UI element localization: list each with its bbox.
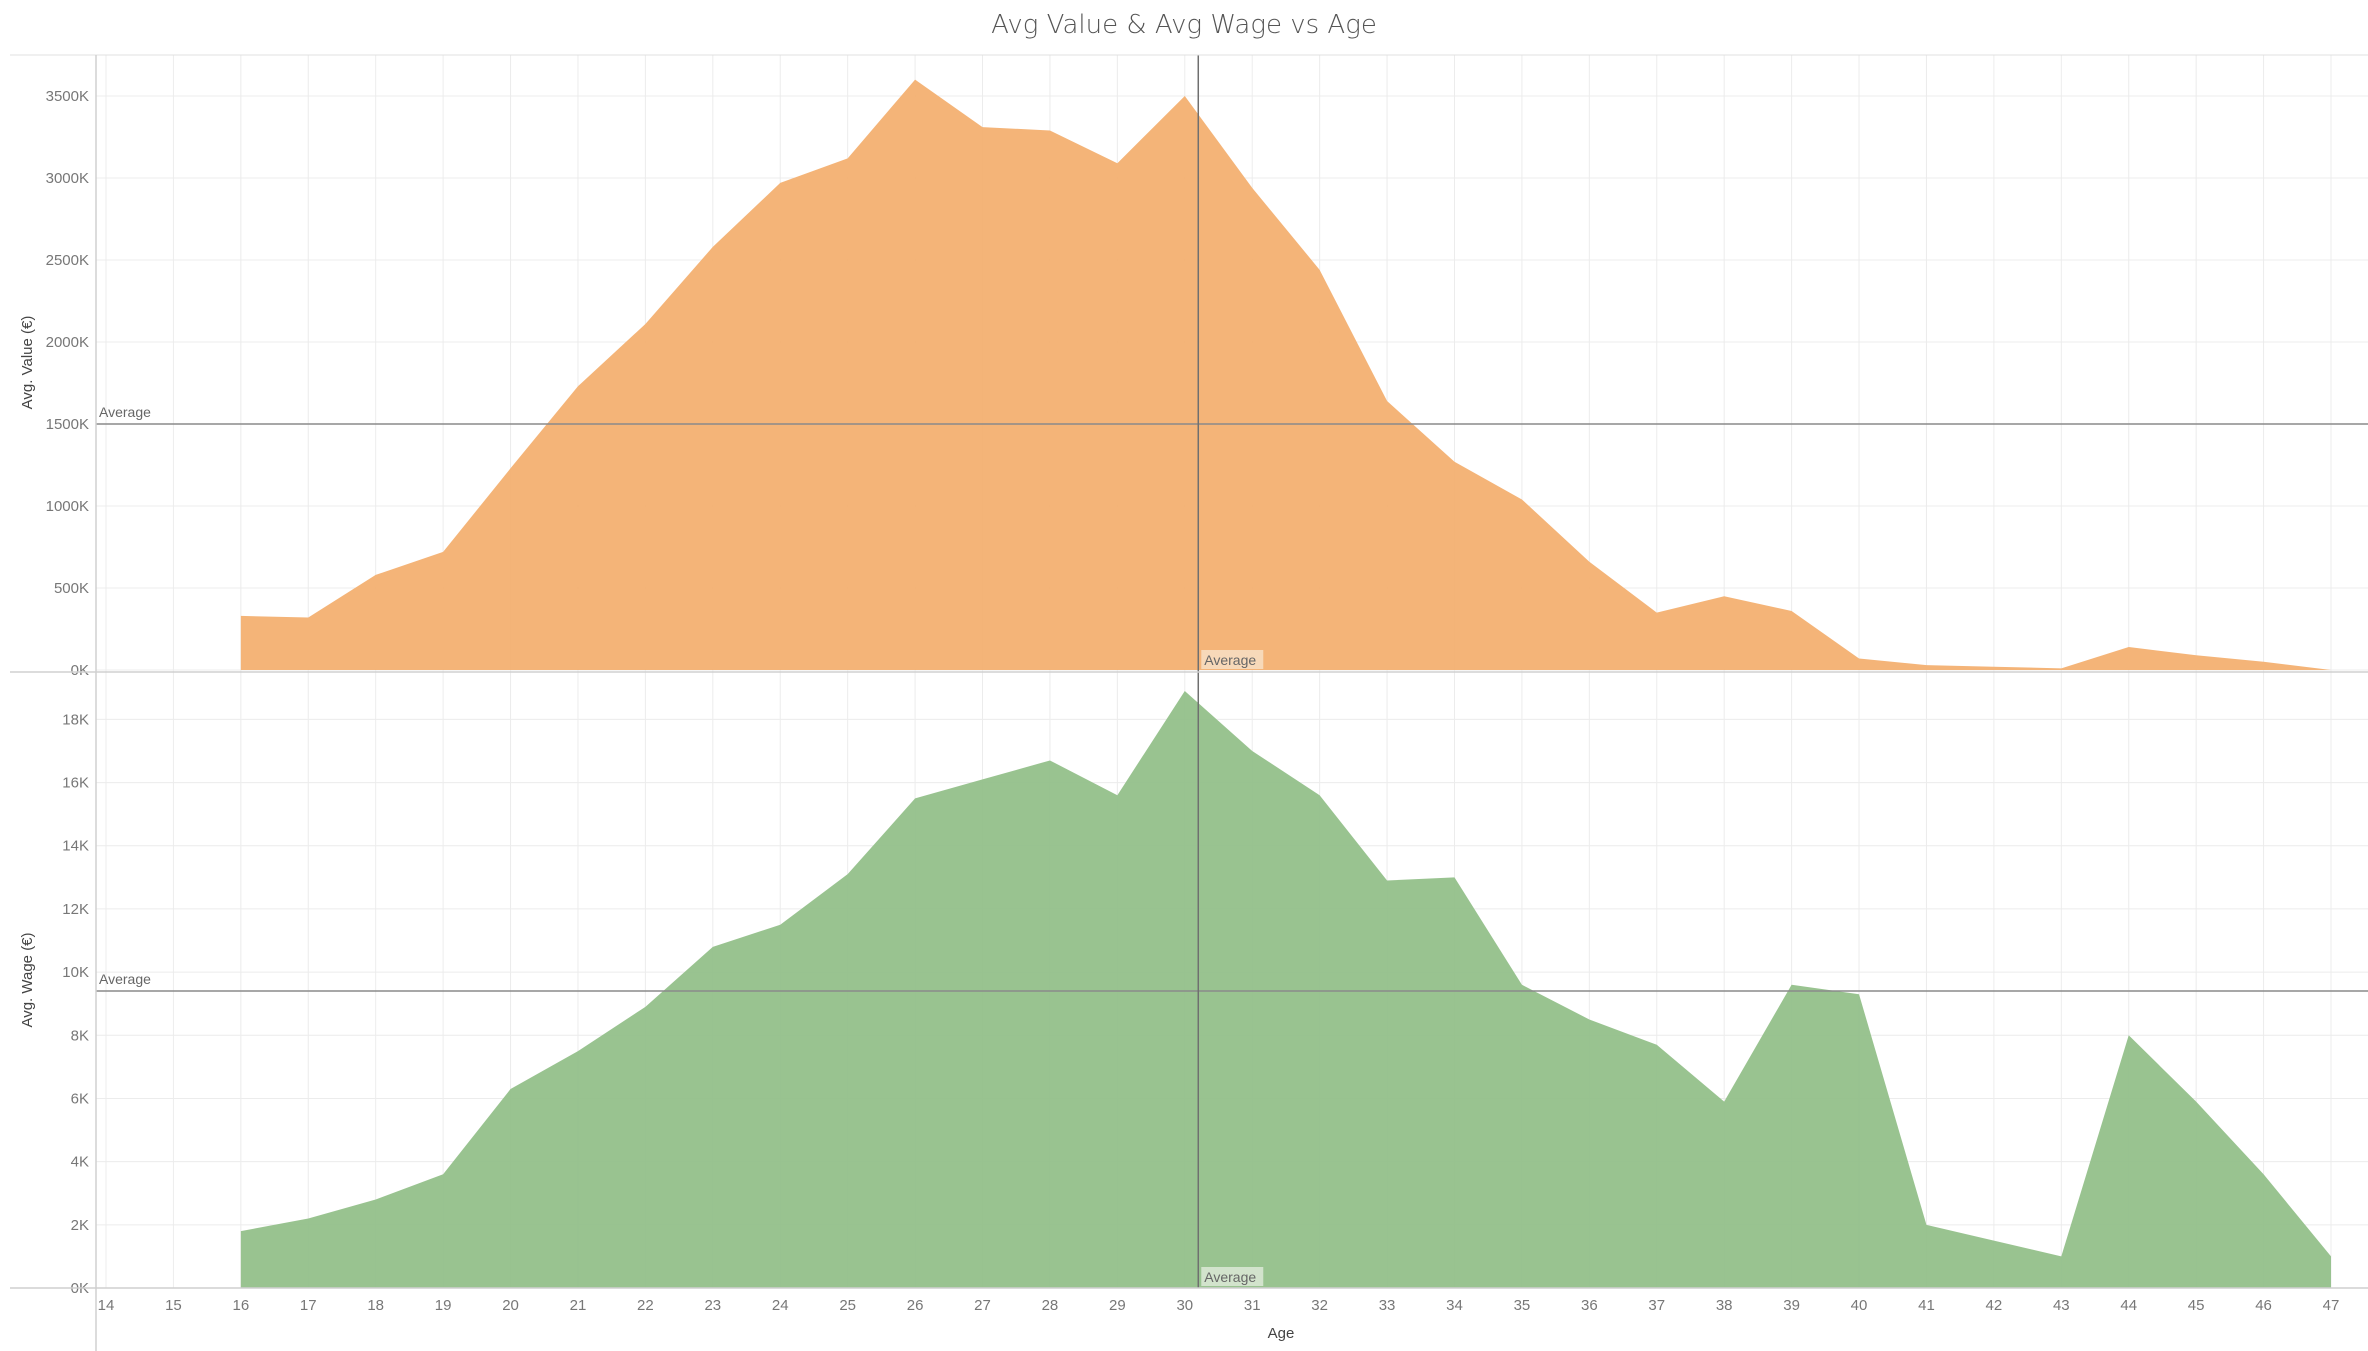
area-layer bbox=[240, 79, 2332, 1288]
x-tick-label: 16 bbox=[233, 1297, 250, 1314]
x-tick-label: 41 bbox=[1918, 1297, 1935, 1314]
x-axis-title: Age bbox=[1268, 1325, 1295, 1342]
chart-title: Avg Value & Avg Wage vs Age bbox=[991, 10, 1377, 40]
x-tick-label: 47 bbox=[2323, 1297, 2340, 1314]
x-tick-label: 35 bbox=[1514, 1297, 1531, 1314]
axes: 0K 500K 1000K 1500K 2000K 2500K 3000K 3500K Avg.… bbox=[10, 54, 2368, 1351]
y-tick-label: 10K bbox=[62, 964, 89, 981]
x-tick-label: 29 bbox=[1109, 1297, 1126, 1314]
y-tick-label: 1000K bbox=[46, 498, 89, 515]
y-tick-label: 8K bbox=[71, 1027, 89, 1044]
value-axis-title: Avg. Value (€) bbox=[19, 316, 36, 410]
x-tick-label: 27 bbox=[974, 1297, 991, 1314]
y-tick-label: 12K bbox=[62, 901, 89, 918]
x-tick-label: 25 bbox=[839, 1297, 856, 1314]
x-tick-label: 45 bbox=[2188, 1297, 2205, 1314]
y-tick-label: 500K bbox=[54, 580, 89, 597]
wage-average-label: Average bbox=[99, 971, 151, 987]
y-tick-label: 6K bbox=[71, 1090, 89, 1107]
x-tick-label: 36 bbox=[1581, 1297, 1598, 1314]
y-tick-label: 14K bbox=[62, 838, 89, 855]
x-tick-label: 38 bbox=[1716, 1297, 1733, 1314]
x-tick-label: 46 bbox=[2255, 1297, 2272, 1314]
y-tick-label: 2K bbox=[71, 1217, 89, 1234]
x-tick-label: 24 bbox=[772, 1297, 789, 1314]
age-average-label-bg bbox=[1201, 1267, 1264, 1286]
x-tick-label: 30 bbox=[1176, 1297, 1193, 1314]
x-tick-label: 19 bbox=[435, 1297, 452, 1314]
reference-lines: Average Average Average Average bbox=[96, 55, 2368, 1288]
y-tick-label: 1500K bbox=[46, 416, 89, 433]
y-tick-label: 16K bbox=[62, 775, 89, 792]
y-tick-label: 3500K bbox=[46, 88, 89, 105]
y-tick-label: 0K bbox=[71, 662, 89, 679]
x-tick-label: 23 bbox=[704, 1297, 721, 1314]
x-tick-label: 31 bbox=[1244, 1297, 1261, 1314]
x-tick-label: 26 bbox=[907, 1297, 924, 1314]
x-tick-label: 18 bbox=[367, 1297, 384, 1314]
x-tick-label: 17 bbox=[300, 1297, 317, 1314]
wage-area bbox=[240, 690, 2332, 1288]
wage-axis-title: Avg. Wage (€) bbox=[19, 932, 36, 1027]
age-average-label: Average bbox=[1204, 1269, 1256, 1285]
age-average-label-bg bbox=[1201, 650, 1264, 669]
value-average-label: Average bbox=[99, 404, 151, 420]
x-tick-label: 32 bbox=[1311, 1297, 1328, 1314]
age-average-label: Average bbox=[1204, 652, 1256, 668]
value-area bbox=[240, 79, 2332, 671]
x-tick-label: 44 bbox=[2120, 1297, 2137, 1314]
x-tick-label: 20 bbox=[502, 1297, 519, 1314]
y-tick-label: 4K bbox=[71, 1154, 89, 1171]
x-tick-label: 28 bbox=[1042, 1297, 1059, 1314]
y-tick-label: 2500K bbox=[46, 252, 89, 269]
x-tick-label: 34 bbox=[1446, 1297, 1463, 1314]
x-tick-label: 40 bbox=[1851, 1297, 1868, 1314]
x-tick-label: 22 bbox=[637, 1297, 654, 1314]
y-tick-label: 3000K bbox=[46, 170, 89, 187]
y-tick-label: 2000K bbox=[46, 334, 89, 351]
x-tick-label: 37 bbox=[1648, 1297, 1665, 1314]
x-tick-label: 33 bbox=[1379, 1297, 1396, 1314]
x-tick-label: 39 bbox=[1783, 1297, 1800, 1314]
x-tick-label: 43 bbox=[2053, 1297, 2070, 1314]
y-tick-label: 18K bbox=[62, 711, 89, 728]
x-tick-label: 21 bbox=[570, 1297, 587, 1314]
x-tick-label: 15 bbox=[165, 1297, 182, 1314]
x-tick-label: 14 bbox=[98, 1297, 115, 1314]
x-tick-label: 42 bbox=[1986, 1297, 2003, 1314]
